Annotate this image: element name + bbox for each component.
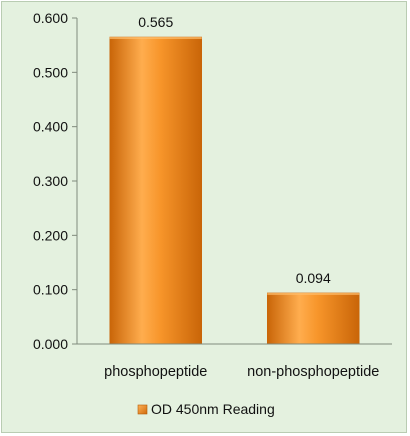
bars <box>109 36 360 345</box>
data-label-non-phosphopeptide: 0.094 <box>296 270 331 286</box>
bar-phosphopeptide <box>109 36 202 345</box>
bar-top-highlight <box>109 37 202 40</box>
data-labels: 0.565 0.094 <box>138 14 331 286</box>
x-category-label: non-phosphopeptide <box>247 364 379 380</box>
legend: OD 450nm Reading <box>137 401 275 417</box>
y-axis: 0.000 0.100 0.200 0.300 0.400 0.500 0.600 <box>33 10 78 352</box>
y-tick-label: 0.300 <box>33 173 68 189</box>
legend-swatch <box>137 404 148 415</box>
x-category-label: phosphopeptide <box>104 364 207 380</box>
y-tick-label: 0.100 <box>33 282 68 298</box>
y-tick-label: 0.000 <box>33 336 68 352</box>
data-label-phosphopeptide: 0.565 <box>138 14 173 30</box>
y-tick-label: 0.500 <box>33 64 68 80</box>
bar-top-highlight <box>267 292 360 295</box>
y-tick-label: 0.400 <box>33 119 68 135</box>
x-axis: phosphopeptide non-phosphopeptide <box>77 343 392 380</box>
legend-label: OD 450nm Reading <box>151 401 275 417</box>
y-tick-label: 0.600 <box>33 10 68 26</box>
y-tick-label: 0.200 <box>33 227 68 243</box>
bar-non-phosphopeptide <box>267 292 360 345</box>
